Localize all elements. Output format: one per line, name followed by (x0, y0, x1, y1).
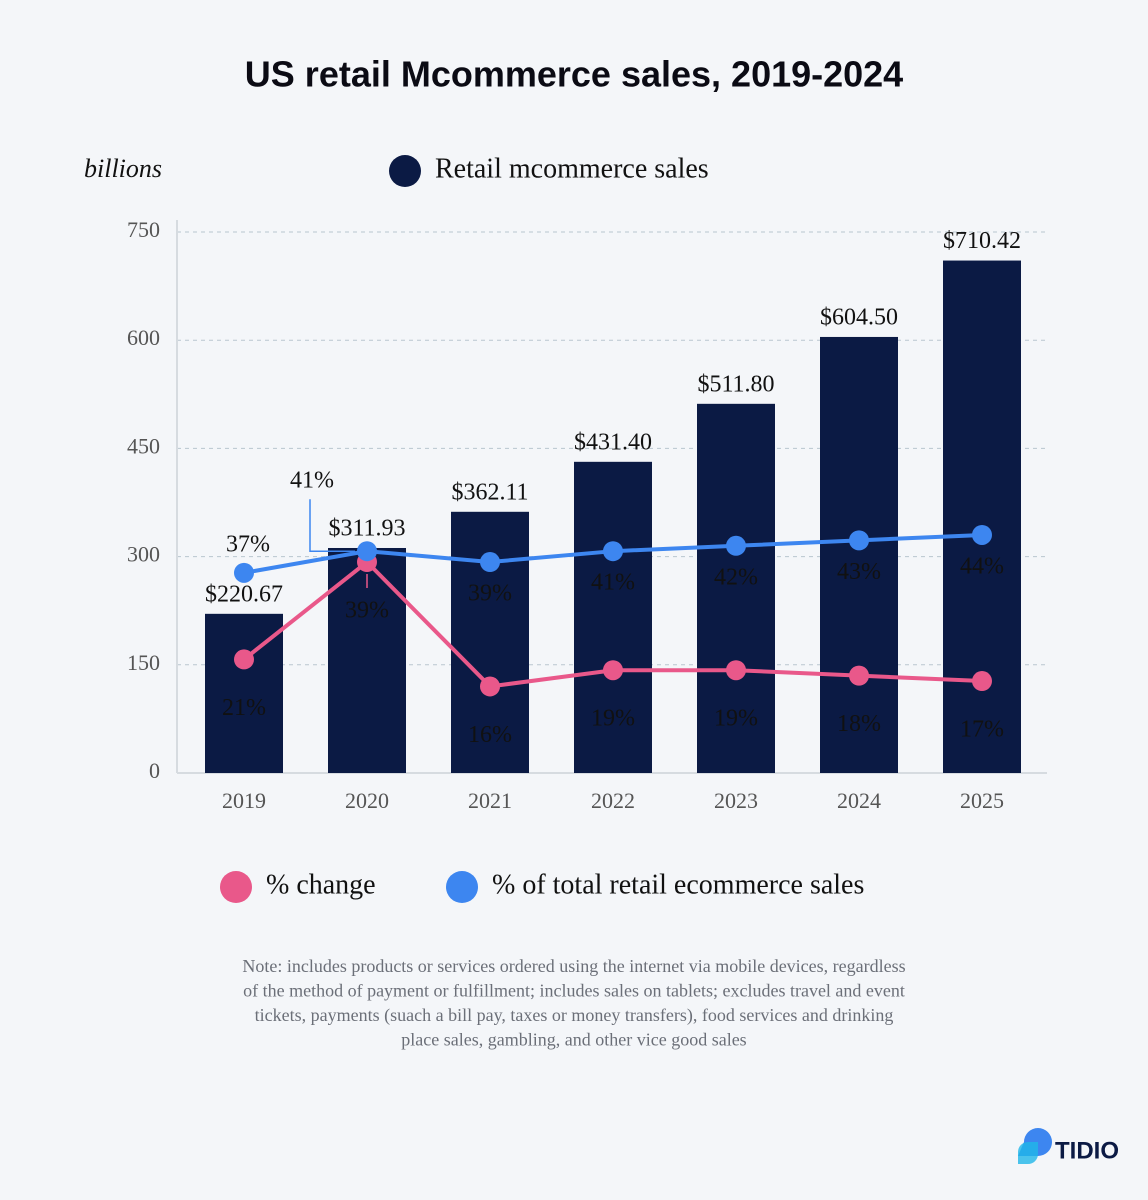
point-value-label: 39% (345, 598, 389, 624)
brand-icon-part (1018, 1142, 1038, 1164)
point (357, 541, 377, 562)
point-value-label: 21% (222, 695, 266, 721)
point-value-label: 41% (290, 468, 334, 494)
x-tick-label: 2021 (468, 788, 512, 813)
bar-value-label: $604.50 (820, 304, 898, 330)
y-tick-label: 450 (127, 433, 160, 458)
point-value-label: 43% (837, 559, 881, 585)
bar-value-label: $362.11 (451, 479, 528, 505)
point-value-label: 19% (591, 706, 635, 732)
x-tick-label: 2022 (591, 788, 635, 813)
note-line: place sales, gambling, and other vice go… (401, 1030, 746, 1050)
note-line: of the method of payment or fulfillment;… (243, 981, 905, 1001)
y-unit-label: billions (84, 154, 162, 183)
point (849, 530, 869, 551)
bar-value-label: $511.80 (697, 371, 774, 397)
point-value-label: 37% (226, 531, 270, 557)
point-value-label: 44% (960, 553, 1004, 579)
point (726, 535, 746, 556)
note-line: Note: includes products or services orde… (242, 956, 905, 976)
y-tick-label: 0 (149, 758, 160, 783)
point (603, 660, 623, 681)
point-value-label: 41% (591, 570, 635, 596)
legend-marker (446, 871, 478, 903)
y-tick-label: 150 (127, 650, 160, 675)
point (234, 649, 254, 670)
point-value-label: 39% (468, 581, 512, 607)
leader-line (309, 499, 355, 552)
x-tick-label: 2023 (714, 788, 758, 813)
legend-label: Retail mcommerce sales (435, 153, 709, 184)
x-tick-label: 2025 (960, 788, 1004, 813)
bar-value-label: $710.42 (943, 228, 1021, 254)
point-value-label: 17% (960, 717, 1004, 743)
point-value-label: 42% (714, 564, 758, 590)
y-tick-label: 750 (127, 217, 160, 242)
legend-label: % change (266, 869, 376, 900)
point-value-label: 16% (468, 722, 512, 748)
bar (820, 336, 898, 773)
brand: TIDIO (1055, 1137, 1119, 1164)
x-tick-label: 2024 (837, 788, 881, 813)
x-tick-label: 2020 (345, 788, 389, 813)
point (849, 665, 869, 686)
point-value-label: 18% (837, 711, 881, 737)
bar (574, 461, 652, 773)
point (972, 524, 992, 545)
chart-title: US retail Mcommerce sales, 2019-2024 (245, 54, 903, 95)
point-value-label: 19% (714, 706, 758, 732)
bar-value-label: $311.93 (328, 515, 405, 541)
point (234, 562, 254, 583)
bar-value-label: $220.67 (205, 581, 283, 607)
point (726, 660, 746, 681)
point (480, 552, 500, 573)
x-tick-label: 2019 (222, 788, 266, 813)
y-tick-label: 600 (127, 325, 160, 350)
y-tick-label: 300 (127, 542, 160, 567)
legend-marker (220, 871, 252, 903)
bar (943, 260, 1021, 773)
legend-marker (389, 155, 421, 187)
legend-label: % of total retail ecommerce sales (492, 869, 864, 900)
bar (697, 403, 775, 773)
point (480, 676, 500, 697)
bar-value-label: $431.40 (574, 429, 652, 455)
point (972, 671, 992, 692)
point (603, 541, 623, 562)
note-line: tickets, payments (suach a bill pay, tax… (255, 1005, 894, 1026)
